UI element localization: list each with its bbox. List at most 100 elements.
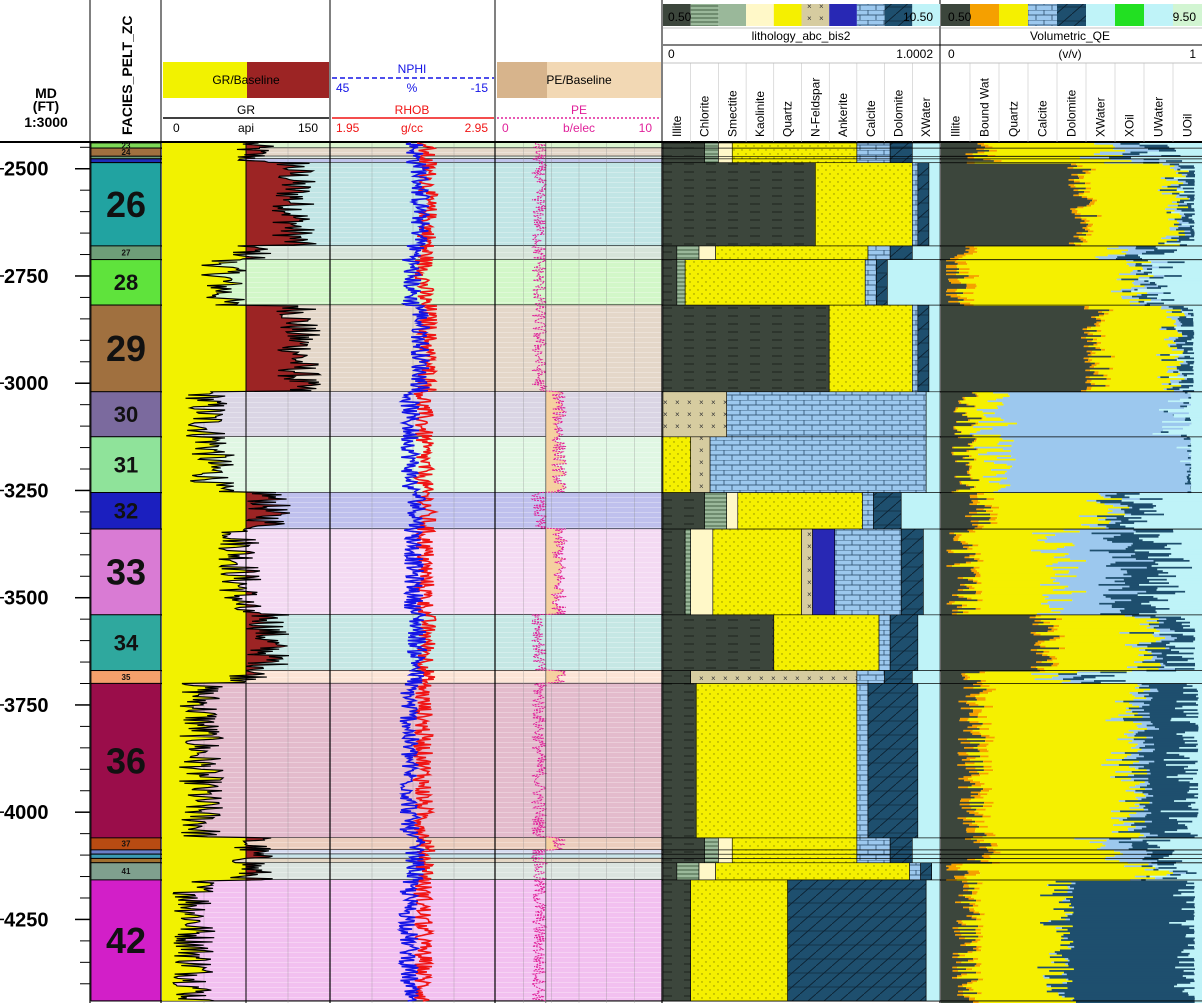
volumetric-band-water <box>1152 271 1202 274</box>
volumetric-band <box>1141 683 1187 686</box>
volumetric-band <box>1015 458 1192 461</box>
volumetric-band-water <box>1156 505 1202 508</box>
gr-sand-fill <box>162 143 246 1001</box>
volumetric-band-water <box>1121 499 1202 503</box>
volumetric-band <box>941 535 955 539</box>
volumetric-band <box>1157 189 1160 192</box>
volumetric-band <box>981 918 1066 921</box>
volumetric-band <box>941 822 963 825</box>
volumetric-band <box>1140 786 1190 789</box>
volumetric-band <box>1056 930 1195 933</box>
volumetric-band <box>1149 704 1199 707</box>
volumetric-band <box>978 1000 1076 1003</box>
volumetric-band <box>1087 340 1092 343</box>
volumetric-band <box>1073 940 1195 944</box>
volumetric-band <box>1190 487 1191 491</box>
volumetric-band <box>1095 347 1101 350</box>
volumetric-band <box>941 264 947 268</box>
volumetric-band <box>1090 172 1177 175</box>
volumetric-band <box>960 302 971 305</box>
volumetric-band <box>1141 252 1165 256</box>
volumetric-band <box>941 403 967 407</box>
volumetric-band <box>968 271 1131 274</box>
volumetric-band <box>1000 417 1186 420</box>
volumetric-band <box>941 254 958 257</box>
volumetric-band-water <box>1172 851 1202 854</box>
volumetric-band <box>974 887 980 890</box>
volumetric-band <box>984 148 1114 151</box>
volumetric-band-water <box>1194 946 1202 949</box>
volumetric-band <box>968 542 1073 546</box>
volumetric-band <box>941 788 984 791</box>
lithology-quartz-31 <box>662 436 692 493</box>
volumetric-band <box>1127 666 1138 669</box>
volumetric-band <box>1170 345 1183 348</box>
volumetric-band-water <box>1198 704 1202 707</box>
volumetric-band <box>974 796 984 799</box>
volumetric-band <box>967 297 1123 300</box>
volumetric-band <box>960 295 1122 298</box>
volumetric-band <box>970 676 1053 679</box>
volumetric-band <box>941 510 987 513</box>
volumetric-band <box>1099 151 1131 154</box>
volumetric-band <box>1083 345 1089 348</box>
volumetric-band <box>974 245 1119 249</box>
volumetric-band <box>972 891 978 894</box>
volumetric-band <box>991 722 1142 726</box>
volumetric-band-water <box>1194 235 1202 238</box>
volumetric-band-water <box>1197 815 1202 818</box>
volumetric-band <box>1187 335 1194 338</box>
volumetric-band <box>1156 656 1183 659</box>
volumetric-band <box>1157 860 1183 863</box>
volumetric-band <box>941 633 1034 636</box>
volumetric-band <box>964 875 1135 878</box>
volumetric-band <box>954 432 956 436</box>
volumetric-band <box>994 462 1191 465</box>
volumetric-band <box>941 745 978 748</box>
pe-curve <box>530 142 569 1002</box>
volumetric-band-water <box>1193 336 1202 340</box>
volumetric-band <box>941 590 977 594</box>
lithology-illite-36 <box>662 683 697 839</box>
volumetric-band <box>955 420 958 424</box>
volumetric-band <box>1134 734 1183 738</box>
volumetric-band <box>969 903 976 906</box>
volumetric-band <box>953 551 1041 554</box>
volumetric-band-water <box>1193 963 1202 966</box>
volumetric-band <box>941 263 958 266</box>
volumetric-band <box>941 899 977 902</box>
volumetric-band <box>1184 355 1191 358</box>
volumetric-band-water <box>1193 657 1202 660</box>
volumetric-band <box>975 283 1134 286</box>
volumetric-band <box>1093 338 1098 341</box>
volumetric-band <box>979 870 1170 873</box>
volumetric-band <box>972 733 981 736</box>
volumetric-band <box>941 314 1099 317</box>
volumetric-band <box>1116 517 1142 520</box>
volumetric-band-water <box>1194 997 1202 1000</box>
volumetric-band <box>957 956 1050 959</box>
volumetric-band-water <box>1193 342 1202 345</box>
volumetric-band <box>1152 736 1195 739</box>
volumetric-band <box>977 748 988 751</box>
volumetric-band <box>1009 395 1191 398</box>
volumetric-band <box>971 822 1124 825</box>
volumetric-band <box>1106 565 1152 568</box>
volumetric-band <box>941 884 964 887</box>
volumetric-band <box>979 825 988 829</box>
volumetric-band <box>1190 230 1195 233</box>
volumetric-band <box>941 889 964 892</box>
volumetric-band <box>1067 963 1194 966</box>
volumetric-band <box>1002 402 1184 405</box>
volumetric-band <box>1172 192 1180 195</box>
volumetric-band <box>1063 937 1068 940</box>
volumetric-band <box>941 719 960 722</box>
volumetric-band <box>946 602 953 606</box>
volumetric-band <box>978 904 1070 908</box>
volumetric-band <box>1137 743 1155 746</box>
volumetric-band <box>982 690 993 693</box>
volumetric-band-water <box>1152 503 1202 506</box>
volumetric-band <box>1118 245 1137 249</box>
volumetric-band <box>958 777 969 781</box>
volumetric-band-water <box>1178 371 1202 374</box>
